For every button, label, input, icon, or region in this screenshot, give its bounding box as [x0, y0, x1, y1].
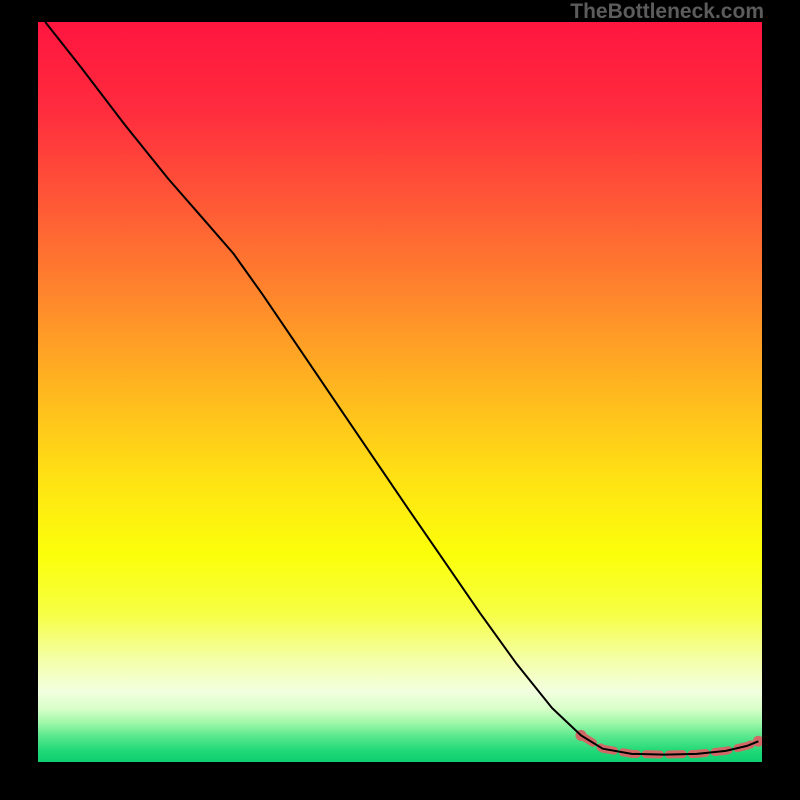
highlight-segment — [581, 735, 758, 754]
main-curve — [45, 22, 758, 755]
chart-overlay — [38, 22, 762, 762]
plot-area — [38, 22, 762, 762]
watermark-text: TheBottleneck.com — [570, 0, 764, 24]
